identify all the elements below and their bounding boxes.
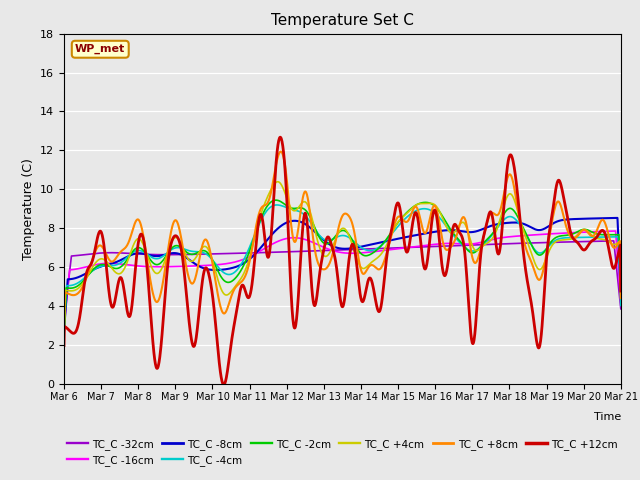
TC_C -16cm [126, 262, 134, 268]
TC_C +4cm [126, 252, 134, 258]
TC_C -2cm [617, 294, 625, 300]
TC_C -8cm [617, 290, 625, 296]
TC_C -2cm [378, 243, 385, 249]
TC_C -4cm [273, 202, 281, 208]
TC_C -32cm [308, 248, 316, 254]
TC_C -8cm [60, 329, 68, 335]
TC_C +12cm [617, 288, 625, 294]
Line: TC_C -8cm: TC_C -8cm [64, 218, 621, 332]
TC_C +8cm [318, 266, 326, 272]
TC_C +8cm [378, 265, 385, 271]
TC_C -4cm [318, 235, 326, 241]
TC_C -8cm [296, 219, 304, 225]
TC_C +4cm [297, 202, 305, 207]
TC_C -16cm [308, 239, 316, 245]
Line: TC_C -2cm: TC_C -2cm [64, 200, 621, 336]
TC_C -32cm [377, 246, 385, 252]
TC_C +4cm [378, 251, 385, 257]
Line: TC_C -4cm: TC_C -4cm [64, 205, 621, 332]
Line: TC_C +4cm: TC_C +4cm [64, 182, 621, 337]
Line: TC_C -16cm: TC_C -16cm [64, 231, 621, 327]
TC_C -32cm [296, 249, 304, 254]
Line: TC_C +12cm: TC_C +12cm [64, 137, 621, 384]
Title: Temperature Set C: Temperature Set C [271, 13, 414, 28]
TC_C +8cm [126, 236, 134, 242]
Y-axis label: Temperature (C): Temperature (C) [22, 158, 35, 260]
TC_C -2cm [60, 333, 68, 339]
Text: Time: Time [593, 412, 621, 422]
TC_C -16cm [617, 300, 625, 305]
TC_C +12cm [319, 253, 326, 259]
TC_C -32cm [610, 238, 618, 244]
TC_C +4cm [318, 251, 326, 256]
TC_C +4cm [308, 216, 316, 222]
TC_C +8cm [277, 149, 285, 155]
TC_C -32cm [617, 306, 625, 312]
TC_C +8cm [297, 209, 305, 215]
TC_C +4cm [103, 259, 111, 265]
TC_C +8cm [60, 326, 68, 332]
Legend: TC_C -32cm, TC_C -16cm, TC_C -8cm, TC_C -4cm, TC_C -2cm, TC_C +4cm, TC_C +8cm, T: TC_C -32cm, TC_C -16cm, TC_C -8cm, TC_C … [63, 435, 621, 470]
TC_C -32cm [126, 251, 134, 256]
TC_C +12cm [378, 300, 385, 306]
TC_C -8cm [318, 236, 326, 241]
TC_C +12cm [297, 250, 305, 255]
TC_C -2cm [103, 263, 111, 268]
TC_C -4cm [308, 222, 316, 228]
TC_C -4cm [378, 242, 385, 248]
TC_C +12cm [103, 271, 111, 277]
TC_C -32cm [60, 317, 68, 323]
TC_C +12cm [126, 313, 134, 319]
TC_C -2cm [308, 218, 316, 224]
TC_C -16cm [318, 243, 326, 249]
Line: TC_C -32cm: TC_C -32cm [64, 241, 621, 320]
TC_C -16cm [60, 324, 68, 330]
TC_C -2cm [272, 197, 280, 203]
TC_C -16cm [296, 235, 304, 241]
TC_C -16cm [103, 261, 111, 266]
TC_C +4cm [617, 292, 625, 298]
TC_C -4cm [60, 329, 68, 335]
TC_C -4cm [617, 302, 625, 308]
TC_C -8cm [377, 240, 385, 245]
TC_C -2cm [126, 253, 134, 259]
Text: WP_met: WP_met [75, 44, 125, 54]
TC_C -4cm [103, 263, 111, 268]
TC_C -16cm [377, 248, 385, 254]
TC_C +4cm [60, 334, 68, 340]
TC_C +12cm [308, 293, 316, 299]
TC_C +8cm [308, 228, 316, 233]
TC_C -4cm [297, 209, 305, 215]
TC_C -4cm [126, 252, 134, 258]
TC_C +12cm [60, 343, 68, 348]
TC_C +8cm [103, 253, 111, 259]
TC_C -8cm [103, 262, 111, 268]
TC_C -32cm [103, 250, 111, 256]
TC_C -2cm [297, 205, 305, 211]
TC_C -8cm [126, 252, 134, 258]
TC_C -16cm [612, 228, 620, 234]
Line: TC_C +8cm: TC_C +8cm [64, 152, 621, 329]
TC_C -32cm [318, 248, 326, 253]
TC_C -8cm [614, 215, 621, 221]
TC_C +12cm [276, 134, 284, 140]
TC_C +4cm [274, 179, 282, 185]
TC_C -2cm [318, 239, 326, 244]
TC_C +8cm [617, 295, 625, 301]
TC_C +12cm [219, 381, 227, 387]
TC_C -8cm [308, 226, 316, 232]
